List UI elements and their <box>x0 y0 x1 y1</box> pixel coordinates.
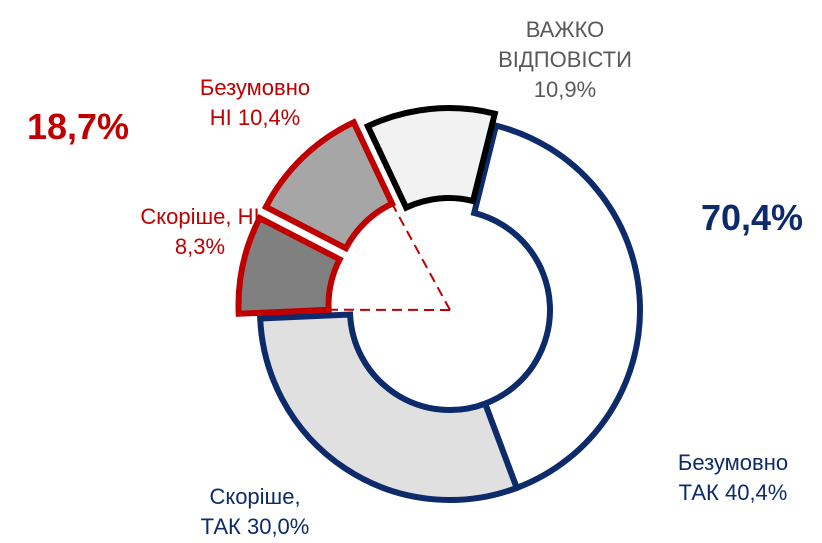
segment-label: ВАЖКО ВІДПОВІСТИ 10,9% <box>485 15 645 105</box>
segment-label: Скоріше, ТАК 30,0% <box>190 482 320 542</box>
group-total: 18,7% <box>26 106 130 147</box>
label-part: 8,3% <box>174 234 226 259</box>
segment-label: Безумовно ТАК 40,4% <box>663 448 803 508</box>
label-part: Скоріше, ТАК <box>200 484 301 539</box>
group-total: 70,4% <box>700 197 804 238</box>
label-part: 30,0% <box>246 514 310 539</box>
donut-segment <box>363 105 499 212</box>
segment-label: Скоріше, НІ 8,3% <box>130 202 270 262</box>
label-part: 10,4% <box>237 105 301 130</box>
segment-label: Безумовно НІ 10,4% <box>190 73 320 133</box>
label-part: Безумовно ТАК <box>677 450 789 505</box>
label-part: Безумовно НІ <box>199 75 311 130</box>
donut-segment <box>261 118 397 253</box>
label-part: Скоріше, НІ <box>140 204 260 229</box>
label-part: 40,4% <box>724 480 788 505</box>
donut-segment <box>470 122 643 492</box>
label-part: 10,9% <box>533 77 597 102</box>
leader-line <box>391 203 451 311</box>
donut-segment <box>235 214 344 317</box>
label-part: ВАЖКО ВІДПОВІСТИ <box>498 17 632 72</box>
donut-segment <box>257 311 521 503</box>
